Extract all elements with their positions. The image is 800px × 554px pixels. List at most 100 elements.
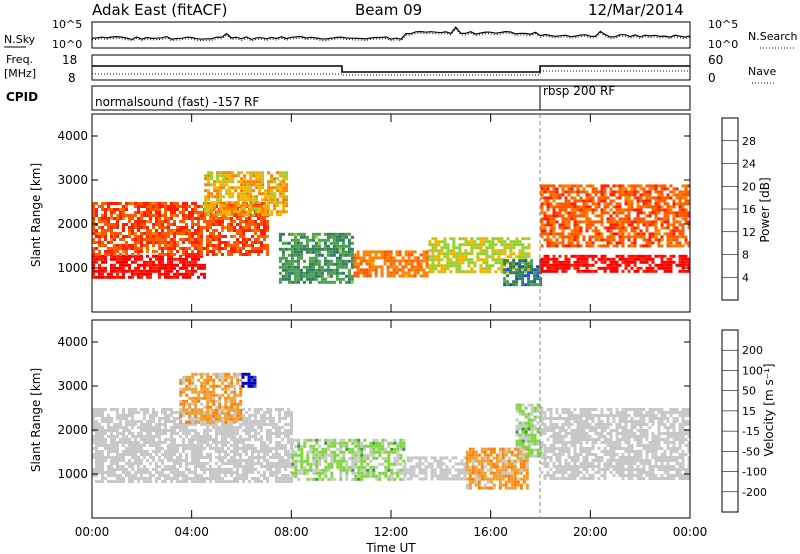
heatmap-cell-8 — [555, 232, 559, 236]
heatmap-cell-1 — [191, 399, 195, 403]
heatmap-cell-0 — [191, 272, 194, 276]
heatmap-cell-2 — [360, 477, 364, 481]
heatmap-cell-8 — [606, 241, 610, 245]
heatmap-cell-0 — [152, 266, 155, 270]
heatmap-cell-4 — [413, 271, 417, 275]
heatmap-cell-8 — [618, 217, 622, 221]
heatmap-cell-0 — [167, 417, 170, 420]
heatmap-cell-8 — [684, 217, 688, 221]
heatmap-cell-0 — [98, 462, 101, 465]
heatmap-cell-0 — [257, 426, 260, 429]
heatmap-cell-1 — [221, 223, 224, 226]
heatmap-cell-5 — [518, 255, 522, 259]
heatmap-cell-5 — [461, 258, 465, 262]
heatmap-cell-1 — [185, 202, 188, 205]
heatmap-cell-2 — [234, 186, 238, 190]
heatmap-cell-3 — [281, 274, 285, 278]
heatmap-cell-5 — [488, 246, 492, 250]
heatmap-cell-3 — [317, 274, 321, 278]
heatmap-cell-0 — [221, 417, 224, 420]
heatmap-cell-0 — [116, 426, 119, 429]
heatmap-cell-1 — [125, 205, 128, 208]
heatmap-cell-8 — [579, 220, 583, 224]
heatmap-cell-0 — [119, 459, 122, 462]
heatmap-cell-8 — [549, 220, 553, 224]
heatmap-cell-1 — [206, 387, 210, 391]
heatmap-cell-0 — [203, 477, 206, 480]
heatmap-cell-8 — [612, 232, 616, 236]
heatmap-cell-5 — [437, 261, 441, 265]
heatmap-cell-8 — [594, 193, 598, 197]
heatmap-cell-2 — [249, 201, 253, 205]
heatmap-cell-8 — [564, 205, 568, 209]
heatmap-cell-2 — [294, 465, 298, 469]
heatmap-cell-1 — [188, 238, 191, 241]
heatmap-cell-8 — [657, 205, 661, 209]
heatmap-cell-0 — [260, 426, 263, 429]
heatmap-cell-0 — [206, 441, 209, 444]
heatmap-cell-2 — [312, 477, 316, 481]
heatmap-cell-1 — [233, 375, 237, 379]
heatmap-cell-8 — [594, 226, 598, 230]
heatmap-cell-0 — [275, 426, 278, 429]
heatmap-cell-0 — [242, 441, 245, 444]
heatmap-cell-0 — [152, 456, 155, 459]
heatmap-cell-2 — [273, 198, 277, 202]
heatmap-cell-0 — [152, 429, 155, 432]
heatmap-cell-8 — [651, 220, 655, 224]
heatmap-cell-0 — [182, 444, 185, 447]
heatmap-cell-0 — [161, 260, 164, 264]
heatmap-cell-5 — [455, 246, 459, 250]
heatmap-cell-0 — [179, 426, 182, 429]
heatmap-cell-4 — [392, 274, 396, 278]
heatmap-cell-0 — [197, 263, 200, 267]
heatmap-cell-6 — [515, 280, 519, 284]
heatmap-cell-1 — [164, 220, 167, 223]
heatmap-cell-1 — [92, 217, 95, 220]
heatmap-cell-8 — [561, 202, 565, 206]
heatmap-cell-3 — [350, 256, 354, 260]
heatmap-cell-8 — [669, 244, 673, 248]
heatmap-cell-7 — [573, 263, 577, 267]
heatmap-cell-2 — [264, 198, 268, 202]
heatmap-cell-8 — [585, 205, 589, 209]
heatmap-cell-0 — [98, 468, 101, 471]
heatmap-cell-1 — [260, 241, 263, 244]
heatmap-cell-1 — [134, 223, 137, 226]
heatmap-cell-8 — [594, 229, 598, 233]
heatmap-cell-1 — [233, 226, 236, 229]
heatmap-cell-0 — [179, 453, 182, 456]
heatmap-cell-2 — [315, 441, 319, 445]
heatmap-cell-1 — [236, 405, 240, 409]
heatmap-cell-2 — [375, 456, 379, 460]
heatmap-cell-1 — [98, 217, 101, 220]
heatmap-cell-2 — [387, 444, 391, 448]
heatmap-cell-5 — [434, 255, 438, 259]
heatmap-cell-7 — [687, 257, 691, 261]
heatmap-cell-0 — [242, 459, 245, 462]
heatmap-cell-0 — [161, 474, 164, 477]
heatmap-cell-1 — [230, 217, 233, 220]
heatmap-cell-8 — [555, 241, 559, 245]
heatmap-cell-7 — [579, 260, 583, 264]
heatmap-cell-8 — [597, 190, 601, 194]
heatmap-cell-2 — [333, 459, 337, 463]
heatmap-cell-8 — [636, 199, 640, 203]
heatmap-cell-2 — [255, 174, 259, 178]
heatmap-cell-1 — [107, 202, 110, 205]
heatmap-cell-2 — [228, 186, 232, 190]
heatmap-cell-8 — [585, 229, 589, 233]
heatmap-cell-2 — [219, 195, 223, 199]
heatmap-cell-0 — [251, 423, 254, 426]
heatmap-cell-3 — [287, 271, 291, 275]
heatmap-cell-8 — [687, 244, 691, 248]
heatmap-cell-8 — [612, 184, 616, 188]
heatmap-cell-1 — [173, 253, 176, 256]
heatmap-cell-2 — [321, 468, 325, 472]
heatmap-cell-2 — [339, 462, 343, 466]
heatmap-cell-2 — [369, 444, 373, 448]
heatmap-cell-5 — [482, 270, 486, 274]
heatmap-cell-3 — [326, 259, 330, 263]
heatmap-cell-5 — [443, 243, 447, 247]
heatmap-cell-1 — [200, 235, 203, 238]
